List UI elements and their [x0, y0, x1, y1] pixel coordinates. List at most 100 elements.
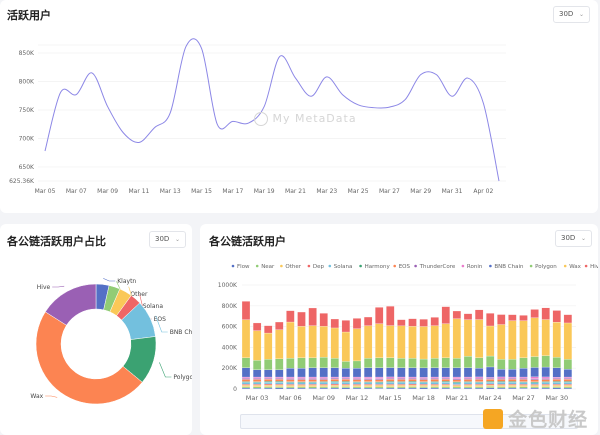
bar-segment-other: [363, 385, 373, 387]
bar-segment-near: [297, 386, 306, 389]
bar-segment-wax: [397, 325, 406, 359]
bar-segment-hive: [241, 301, 251, 320]
bar-segment-other: [452, 385, 462, 388]
bar-segment-eos: [497, 379, 506, 382]
bar-segment-wax: [330, 327, 339, 359]
bar-segment-ronin: [241, 376, 251, 379]
bar-segment-other: [519, 385, 528, 387]
bar-segment-other: [241, 385, 251, 387]
y-tick-label: 0: [233, 386, 237, 393]
bar-segment-hive: [297, 311, 306, 327]
bar-segment-near: [275, 386, 284, 388]
x-tick-label: Mar 24: [479, 394, 502, 402]
bar-segment-bnb-chain: [341, 368, 351, 378]
bar-segment-thundercore: [286, 378, 295, 380]
bar-segment-dep: [264, 383, 273, 386]
bar-segment-thundercore: [430, 378, 439, 380]
bar-segment-near: [474, 386, 484, 389]
x-tick-label: Mar 17: [222, 188, 243, 195]
bar-segment-wax: [486, 325, 495, 357]
bar-segment-solana: [452, 382, 462, 385]
watermark-logo-icon: [254, 112, 268, 126]
bar-segment-wax: [541, 319, 550, 356]
range-select-top[interactable]: 30D ⌄: [553, 6, 590, 23]
bar-segment-near: [330, 386, 339, 389]
bar-segment-dep: [375, 384, 384, 386]
x-tick-label: Mar 13: [160, 188, 181, 195]
legend-item: Flow: [237, 264, 250, 270]
bar-segment-eos: [275, 379, 284, 382]
bar-segment-polygon: [319, 357, 328, 368]
bar-segment-near: [552, 386, 561, 388]
bar-segment-bnb-chain: [519, 368, 528, 378]
bar-segment-bnb-chain: [252, 369, 262, 378]
legend-item: BNB Chain: [494, 264, 524, 270]
bar-segment-dep: [330, 383, 339, 386]
bar-segment-polygon: [341, 361, 351, 369]
bar-segment-eos: [419, 379, 428, 382]
bar-segment-near: [408, 386, 417, 389]
x-tick-label: Mar 19: [254, 188, 275, 195]
bar-segment-thundercore: [330, 377, 339, 380]
bar-segment-wax: [375, 323, 384, 358]
bar-segment-flow: [386, 387, 395, 390]
bar-segment-ronin: [441, 376, 450, 379]
bar-segment-dep: [286, 384, 295, 386]
bar-segment-flow: [252, 387, 262, 390]
bar-segment-flow: [363, 387, 373, 390]
bar-segment-eos: [297, 379, 306, 382]
legend-item: Polygon: [535, 264, 557, 270]
bar-segment-near: [386, 386, 395, 389]
x-tick-label: Mar 25: [348, 188, 369, 195]
bar-segment-near: [341, 386, 351, 388]
range-select-bar[interactable]: 30D ⌄: [555, 230, 592, 247]
x-tick-label: Mar 30: [545, 394, 568, 402]
bar-segment-thundercore: [252, 378, 262, 380]
bar-segment-eos: [519, 379, 528, 382]
label-leader-line: [159, 362, 172, 378]
bar-segment-flow: [297, 387, 306, 390]
range-select-value: 30D: [155, 235, 170, 243]
bar-segment-wax: [497, 324, 506, 360]
legend-item: Ronin: [467, 264, 483, 270]
range-select-pie[interactable]: 30D ⌄: [149, 231, 186, 248]
bar-segment-thundercore: [441, 378, 450, 380]
bar-segment-polygon: [264, 359, 273, 370]
x-tick-label: Mar 15: [191, 188, 212, 195]
bar-segment-bnb-chain: [286, 368, 295, 378]
donut-slice-wax: [35, 311, 143, 405]
slice-label: Hive: [37, 284, 51, 291]
bar-segment-wax: [297, 326, 306, 358]
bar-segment-thundercore: [463, 378, 473, 380]
bar-segment-hive: [463, 313, 473, 320]
bar-segment-eos: [474, 379, 484, 382]
y-tick-label: 800K: [222, 303, 238, 310]
bar-segment-wax: [452, 318, 462, 359]
bar-segment-hive: [352, 318, 362, 329]
bar-segment-bnb-chain: [408, 367, 417, 378]
range-select-value: 30D: [559, 10, 574, 18]
x-tick-label: Mar 21: [285, 188, 306, 195]
bar-segment-flow: [519, 387, 528, 390]
legend-marker: [255, 264, 259, 268]
bar-segment-eos: [252, 379, 262, 382]
bar-segment-thundercore: [419, 378, 428, 380]
bar-segment-eos: [397, 379, 406, 382]
bar-segment-polygon: [286, 358, 295, 369]
bar-segment-near: [264, 386, 273, 389]
bar-segment-flow: [264, 387, 273, 390]
bar-segment-flow: [408, 387, 417, 390]
bar-segment-eos: [330, 378, 339, 382]
bar-segment-eos: [341, 379, 351, 382]
bar-segment-dep: [397, 384, 406, 386]
bar-segment-bnb-chain: [363, 367, 373, 378]
bar-segment-other: [264, 385, 273, 387]
bar-segment-near: [286, 386, 295, 389]
slice-label: BNB Chain: [170, 329, 192, 336]
bar-segment-ronin: [275, 376, 284, 379]
bar-segment-thundercore: [541, 378, 550, 380]
bar-segment-polygon: [297, 357, 306, 369]
bar-segment-near: [375, 386, 384, 389]
bar-segment-bnb-chain: [275, 369, 284, 378]
